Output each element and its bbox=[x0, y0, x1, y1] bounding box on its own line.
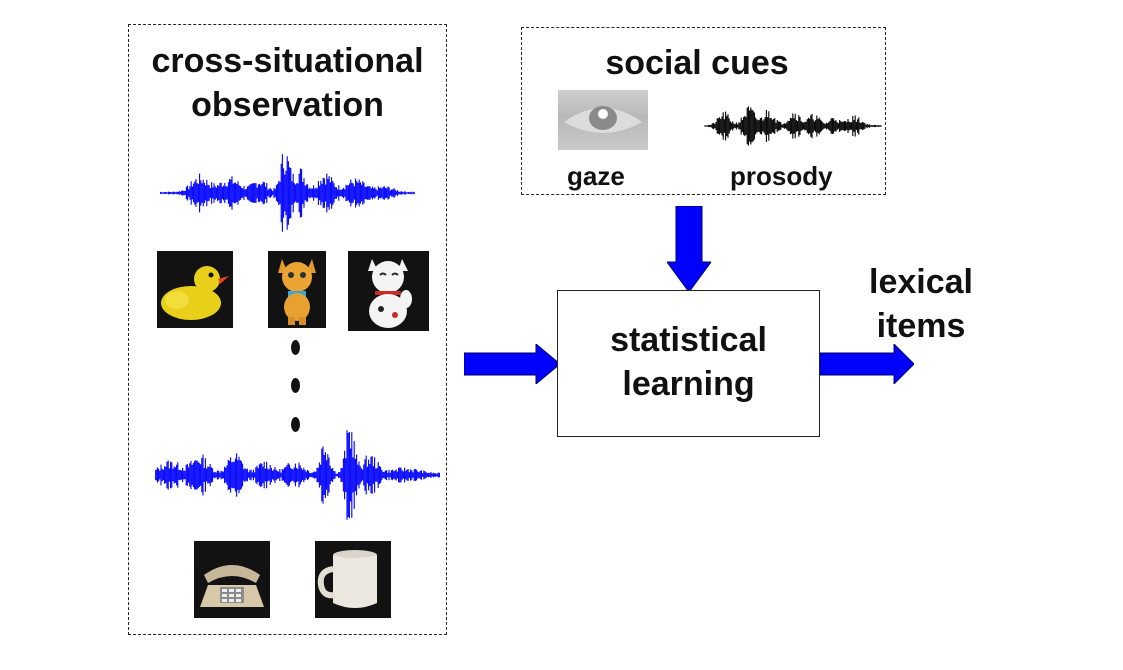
lexical-items-line1: lexical bbox=[869, 263, 973, 301]
learning-label-line2: learning bbox=[622, 365, 755, 403]
observation-to-learning-arrow bbox=[464, 344, 560, 384]
duck-icon bbox=[161, 266, 229, 320]
telephone-icon bbox=[200, 565, 264, 607]
speech-waveform-2 bbox=[155, 430, 440, 520]
lucky-cat-icon bbox=[368, 259, 412, 328]
social-cues-title: social cues bbox=[605, 44, 789, 82]
lexical-items-line2: items bbox=[876, 307, 966, 345]
gaze-image bbox=[558, 90, 648, 150]
ellipsis-dot-1 bbox=[291, 340, 300, 355]
waveform-path bbox=[155, 430, 440, 520]
cat-toy-image bbox=[268, 251, 326, 328]
prosody-label: prosody bbox=[730, 161, 833, 191]
mug-icon bbox=[317, 550, 377, 608]
eye-icon bbox=[564, 106, 642, 133]
social-to-learning-arrow bbox=[667, 206, 711, 292]
duck-toy-image bbox=[157, 251, 233, 328]
learning-label-line1: statistical bbox=[610, 321, 767, 359]
waveform-path bbox=[160, 154, 415, 232]
learning-to-lexicon-arrow bbox=[820, 344, 914, 384]
prosody-waveform bbox=[704, 106, 882, 146]
panel-title-line1: cross-situational bbox=[151, 42, 424, 80]
cat-icon bbox=[278, 259, 316, 325]
waveform-path bbox=[704, 106, 882, 146]
panel-title-line2: observation bbox=[191, 86, 384, 124]
lucky-cat-image bbox=[348, 251, 429, 331]
cross-situational-panel bbox=[128, 24, 447, 635]
mug-image bbox=[315, 541, 391, 618]
ellipsis-dot-2 bbox=[291, 378, 300, 393]
gaze-label: gaze bbox=[567, 161, 625, 191]
social-cues-panel bbox=[521, 27, 886, 195]
telephone-image bbox=[194, 541, 270, 618]
ellipsis-dot-3 bbox=[291, 417, 300, 432]
speech-waveform-1 bbox=[160, 154, 415, 232]
statistical-learning-box bbox=[557, 290, 820, 437]
